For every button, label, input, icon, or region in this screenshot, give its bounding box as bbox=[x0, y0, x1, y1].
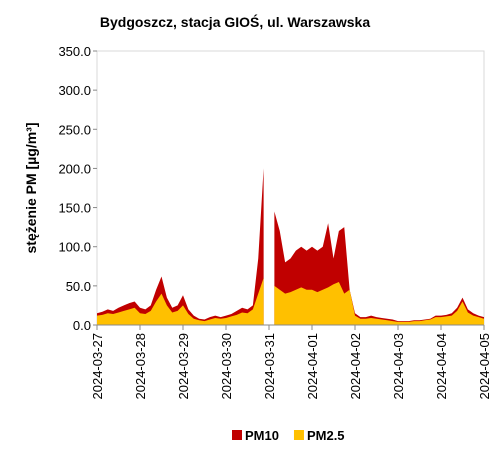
y-tick-label: 250.0 bbox=[58, 122, 91, 137]
area bbox=[97, 278, 264, 325]
x-tick-label: 2024-04-01 bbox=[305, 333, 320, 400]
y-tick-label: 0.0 bbox=[73, 318, 91, 333]
x-tick-label: 2024-03-31 bbox=[262, 333, 277, 400]
legend-label: PM10 bbox=[245, 428, 279, 443]
x-tick-label: 2024-03-29 bbox=[176, 333, 191, 400]
y-tick-label: 200.0 bbox=[58, 161, 91, 176]
x-tick-label: 2024-03-27 bbox=[90, 333, 105, 400]
area bbox=[274, 281, 484, 325]
y-tick-label: 300.0 bbox=[58, 83, 91, 98]
x-tick-label: 2024-04-03 bbox=[391, 333, 406, 400]
x-tick-label: 2024-04-04 bbox=[434, 333, 449, 400]
x-tick-label: 2024-03-28 bbox=[133, 333, 148, 400]
legend-swatch bbox=[232, 430, 242, 440]
legend-label: PM2.5 bbox=[307, 428, 345, 443]
y-tick-label: 150.0 bbox=[58, 201, 91, 216]
x-tick-label: 2024-04-05 bbox=[477, 333, 492, 400]
area bbox=[97, 168, 264, 325]
y-tick-label: 100.0 bbox=[58, 240, 91, 255]
chart-title: Bydgoszcz, stacja GIOŚ, ul. Warszawska bbox=[100, 13, 370, 30]
y-tick-label: 350.0 bbox=[58, 44, 91, 59]
y-axis-title: stężenie PM [µg/m³] bbox=[23, 123, 39, 254]
legend-swatch bbox=[293, 430, 304, 440]
x-tick-label: 2024-04-02 bbox=[348, 333, 363, 400]
x-tick-label: 2024-03-30 bbox=[219, 333, 234, 400]
y-tick-label: 50.0 bbox=[66, 279, 91, 294]
